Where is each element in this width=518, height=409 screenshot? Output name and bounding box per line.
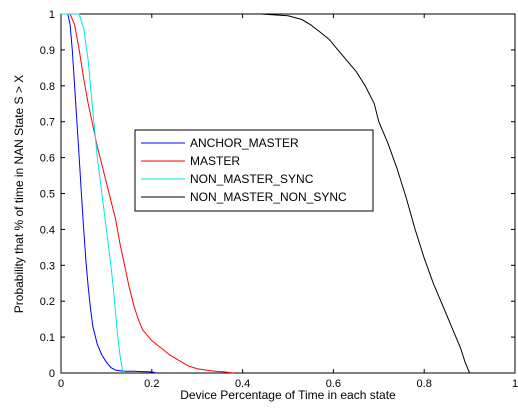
series-lines	[61, 13, 471, 374]
y-tick-label: 0.2	[40, 296, 55, 308]
x-tick-label: 0.8	[417, 378, 432, 390]
legend: ANCHOR_MASTER MASTER NON_MASTER_SYNC NON_MA…	[134, 129, 374, 212]
y-axis-label: Probability that % of time in NAN State …	[12, 75, 26, 313]
series-line-master	[61, 13, 234, 374]
y-tick-label: 0.6	[40, 153, 55, 165]
y-tick-label: 0.4	[40, 224, 55, 236]
legend-entry-label: ANCHOR_MASTER	[190, 136, 299, 150]
series-line-non-master-non-sync	[260, 13, 471, 374]
series-line-non-master-sync	[61, 13, 126, 374]
axis-ticks: 0 0.2 0.4 0.6 0.8 1 0 0.1 0.2 0.3 0.4 0.5 0.6 0.7 0.8 0…	[40, 9, 518, 390]
legend-entry-label: NON_MASTER_SYNC	[190, 172, 314, 186]
x-tick-label: 1	[512, 378, 518, 390]
y-tick-label: 0.5	[40, 189, 55, 201]
y-tick-label: 0	[49, 368, 55, 380]
y-tick-label: 0.1	[40, 332, 55, 344]
x-tick-label: 0.6	[326, 378, 341, 390]
series-line-anchor-master	[61, 13, 157, 374]
legend-entry-label: NON_MASTER_NON_SYNC	[190, 190, 347, 204]
y-tick-label: 1	[49, 9, 55, 21]
y-tick-label: 0.3	[40, 260, 55, 272]
y-tick-label: 0.8	[40, 81, 55, 93]
x-axis-label: Device Percentage of Time in each state	[180, 388, 396, 402]
y-tick-label: 0.9	[40, 45, 55, 57]
y-tick-label: 0.7	[40, 117, 55, 129]
x-tick-label: 0.4	[235, 378, 250, 390]
legend-entry-label: MASTER	[190, 154, 240, 168]
x-tick-label: 0.2	[144, 378, 159, 390]
x-tick-label: 0	[58, 378, 64, 390]
